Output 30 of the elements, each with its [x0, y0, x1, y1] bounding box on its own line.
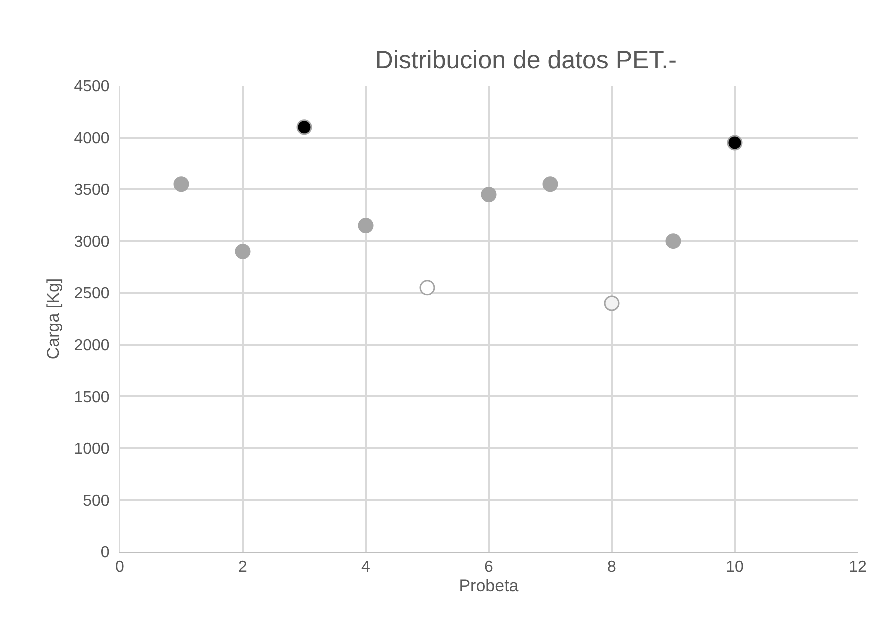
x-tick-label: 12 [849, 559, 867, 576]
point [542, 176, 558, 192]
y-axis-title: Carga [Kg] [44, 278, 63, 360]
chart-title: Distribucion de datos PET.- [375, 46, 677, 75]
y-tick-label: 500 [83, 492, 110, 510]
x-tick-label: 10 [726, 559, 744, 576]
x-axis-title: Probeta [459, 576, 520, 596]
x-tick-label: 2 [238, 559, 248, 576]
point [604, 296, 620, 312]
point [666, 234, 682, 250]
y-tick-label: 1500 [74, 389, 110, 406]
point [174, 176, 190, 192]
point [296, 120, 312, 136]
y-tick-label: 3000 [74, 234, 110, 251]
point [420, 280, 436, 296]
point [481, 186, 497, 202]
y-tick-label: 3500 [74, 182, 110, 200]
y-tick-label: 0 [100, 544, 110, 562]
point [235, 244, 251, 260]
y-tick-label: 2500 [74, 286, 110, 303]
x-tick-label: 8 [608, 559, 617, 576]
y-tick-label: 1000 [74, 441, 110, 458]
y-tick-label: 4000 [74, 130, 110, 148]
point [358, 218, 374, 234]
y-tick-label: 2000 [74, 337, 110, 354]
y-tick-label: 4500 [74, 78, 110, 96]
x-tick-label: 6 [484, 559, 494, 576]
x-tick-label: 0 [116, 559, 125, 576]
point [727, 135, 743, 151]
x-tick-label: 4 [362, 559, 371, 576]
